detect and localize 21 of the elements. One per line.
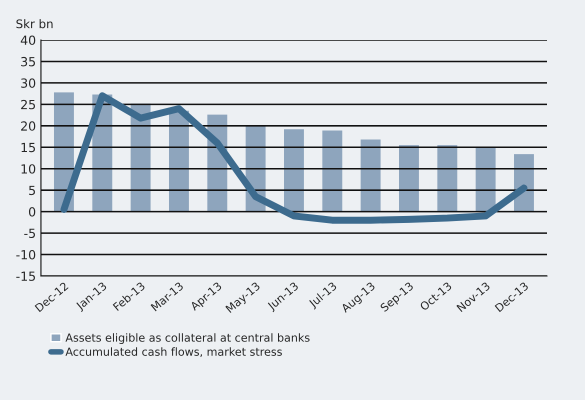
y-tick-label: 5	[29, 186, 35, 196]
y-tick-label: 25	[21, 100, 35, 110]
y-tick-label: 40	[20, 35, 36, 45]
bar	[437, 145, 458, 212]
bar	[399, 145, 419, 212]
y-tick-label: -15	[16, 272, 35, 281]
y-tick-label: 10	[22, 164, 36, 174]
y-axis-title: Skr bn	[16, 19, 53, 28]
y-tick-label: -10	[16, 250, 36, 260]
bar	[284, 129, 304, 212]
legend-label: Accumulated cash flows, market stress	[65, 347, 282, 358]
y-tick-label: 20	[21, 121, 36, 131]
bar	[476, 148, 496, 212]
y-tick-label: 0	[28, 207, 36, 217]
legend-label: Assets eligible as collateral at central banks	[65, 333, 310, 344]
y-tick-label: 30	[21, 78, 36, 88]
bar	[360, 140, 381, 212]
y-tick-label: -5	[24, 228, 35, 238]
y-tick-label: 15	[22, 142, 35, 152]
y-tick-label: 35	[21, 56, 35, 66]
bar	[322, 130, 342, 212]
